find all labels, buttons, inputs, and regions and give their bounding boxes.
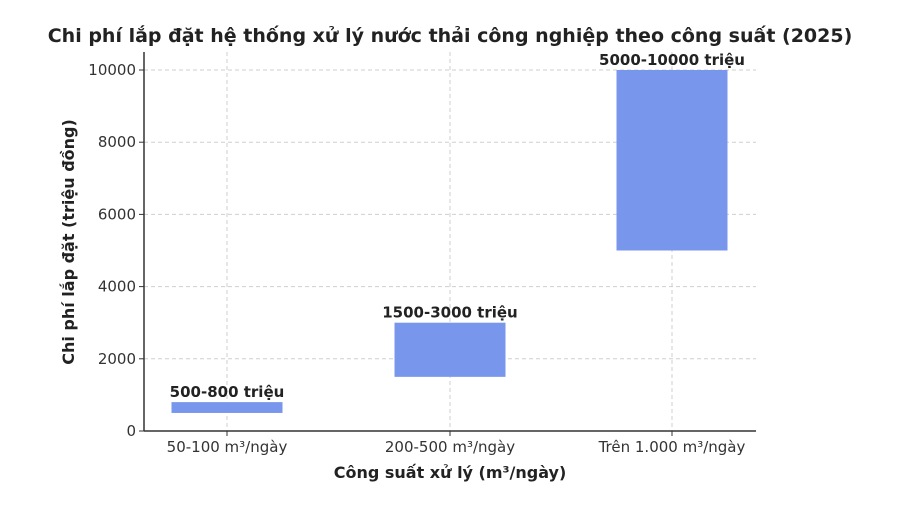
- y-tick-label: 8000: [98, 133, 136, 151]
- y-axis-label: Chi phí lắp đặt (triệu đồng): [59, 119, 78, 365]
- x-tick-label: 50-100 m³/ngày: [167, 438, 288, 456]
- y-tick-label: 6000: [98, 205, 136, 223]
- range-bar: [394, 322, 506, 377]
- x-axis-label: Công suất xử lý (m³/ngày): [334, 463, 567, 482]
- bars: 500-800 triệu 1500-3000 triệu 5000-10000 t…: [170, 51, 745, 413]
- data-label: 1500-3000 triệu: [382, 304, 518, 322]
- range-bar: [616, 70, 728, 251]
- data-label: 5000-10000 triệu: [599, 51, 745, 69]
- y-tick-label: 2000: [98, 350, 136, 368]
- data-label: 500-800 triệu: [170, 383, 285, 401]
- x-tick-label: Trên 1.000 m³/ngày: [598, 438, 746, 456]
- y-tick-label: 10000: [88, 61, 136, 79]
- ticks: 0 2000 4000 6000 8000 10000 50-100 m³/ngày 200-…: [88, 61, 745, 456]
- range-bar: [171, 402, 283, 413]
- x-tick-label: 200-500 m³/ngày: [385, 438, 515, 456]
- y-tick-label: 0: [126, 422, 136, 440]
- y-tick-label: 4000: [98, 278, 136, 296]
- chart-title: Chi phí lắp đặt hệ thống xử lý nước thải…: [48, 24, 853, 47]
